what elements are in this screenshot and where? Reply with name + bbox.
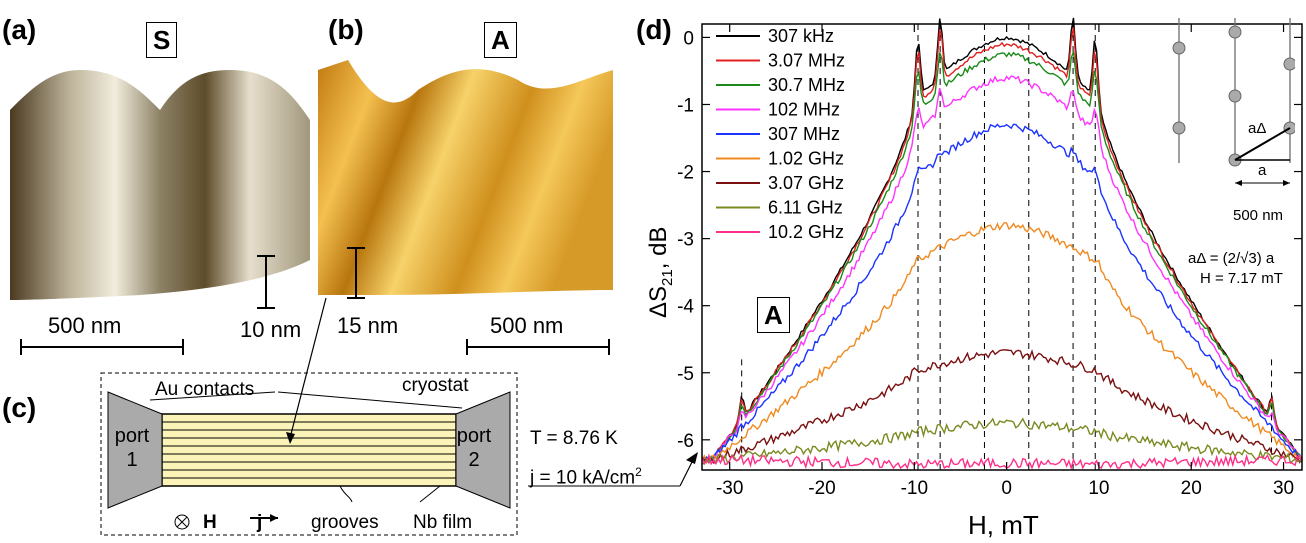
scale-label-b: 500 nm	[490, 313, 564, 338]
afm-image-b	[318, 60, 613, 295]
device-schematic	[100, 372, 518, 536]
label-field-h: H	[203, 512, 217, 533]
legend-label: 6.11 GHz	[768, 198, 843, 218]
panel-d-label: (d)	[636, 14, 672, 45]
legend-label: 102 MHz	[768, 100, 840, 120]
label-grooves: grooves	[311, 512, 379, 533]
y-tick-label: -4	[677, 297, 694, 318]
legend-label: 3.07 MHz	[768, 51, 845, 71]
legend-label: 3.07 GHz	[768, 173, 844, 193]
scale-bar-b	[466, 346, 610, 348]
y-tick-label: -1	[677, 95, 694, 116]
label-au-contacts: Au contacts	[155, 379, 255, 400]
y-axis-label: ΔS21, dB	[645, 226, 676, 318]
panel-a-label: (a)	[2, 14, 37, 45]
inset-field: H = 7.17 mT	[1200, 270, 1283, 287]
panel-b-label: (b)	[328, 14, 364, 45]
label-current-j: j	[257, 512, 263, 533]
legend-label: 30.7 MHz	[768, 75, 845, 95]
series-line-10-2-GHz	[701, 453, 1303, 471]
port-1-label: port 1	[114, 425, 150, 471]
legend-label: 1.02 GHz	[768, 149, 844, 169]
label-temperature: T = 8.76 K	[530, 428, 618, 449]
legend-label: 307 MHz	[768, 124, 840, 144]
x-tick-label: 30	[1273, 478, 1294, 499]
afm-image-a	[10, 70, 310, 300]
series-line-3-07-GHz	[701, 349, 1303, 464]
series-line-3-07-MHz	[701, 27, 1303, 462]
series-line-30-7-MHz	[701, 51, 1303, 464]
legend-label: 307 kHz	[768, 26, 834, 46]
y-tick-label: -2	[677, 163, 694, 184]
series-line-1-02-GHz	[701, 221, 1303, 465]
scale-bar-a	[20, 346, 184, 348]
panel-d-tag: A	[757, 297, 790, 333]
x-tick-label: 20	[1181, 478, 1202, 499]
x-tick-label: 10	[1088, 478, 1109, 499]
panel-c-label: (c)	[2, 392, 37, 423]
inset-formula: aΔ = (2/√3) a	[1188, 250, 1275, 267]
label-cryostat: cryostat	[402, 375, 469, 396]
x-tick-label: 0	[1001, 478, 1012, 499]
height-label-b: 15 nm	[337, 313, 399, 338]
series-line-6-11-GHz	[701, 417, 1303, 466]
legend-label: 10.2 GHz	[768, 222, 844, 242]
port-2-label: port 2	[456, 425, 492, 471]
height-bar-a	[265, 255, 267, 309]
series-line-307-MHz	[701, 123, 1303, 463]
y-tick-label: 0	[683, 28, 694, 49]
inset-scale: 500 nm	[1233, 207, 1284, 224]
x-tick-label: -10	[901, 478, 928, 499]
x-tick-label: -30	[716, 478, 743, 499]
inset-a: a	[1258, 162, 1267, 179]
y-tick-label: -5	[677, 364, 694, 385]
height-bar-b	[355, 247, 357, 299]
plot-frame	[701, 23, 1303, 471]
y-tick-label: -6	[677, 431, 694, 452]
lattice-inset	[1172, 18, 1295, 186]
label-current-density: j = 10 kA/cm2	[530, 465, 642, 489]
inset-a-delta: aΔ	[1248, 120, 1267, 137]
label-nb-film: Nb film	[413, 512, 473, 533]
y-tick-label: -3	[677, 230, 694, 251]
panel-b-tag: A	[484, 22, 517, 58]
series-line-102-MHz	[701, 75, 1303, 465]
x-tick-label: -20	[808, 478, 835, 499]
x-axis-label: H, mT	[968, 510, 1039, 540]
panel-a-tag: S	[146, 22, 178, 58]
scale-label-a: 500 nm	[48, 313, 122, 338]
